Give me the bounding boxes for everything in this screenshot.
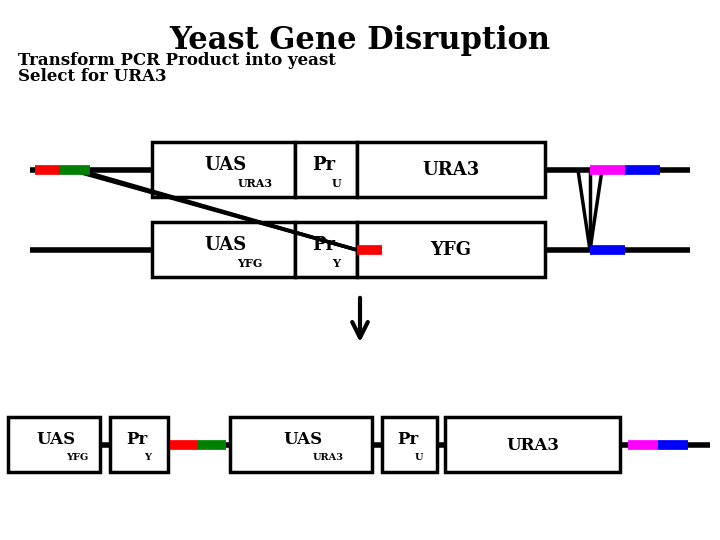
Text: Transform PCR Product into yeast: Transform PCR Product into yeast — [18, 52, 336, 69]
Text: URA3: URA3 — [423, 161, 480, 179]
Text: UAS: UAS — [37, 431, 76, 449]
Text: UAS: UAS — [284, 431, 323, 449]
Text: U: U — [415, 453, 423, 462]
Text: Pr: Pr — [127, 431, 148, 449]
Bar — [295, 142, 357, 197]
Bar — [152, 222, 295, 277]
Bar — [445, 417, 620, 472]
Bar — [357, 142, 545, 197]
Text: YFG: YFG — [66, 453, 89, 462]
Bar — [110, 417, 168, 472]
Text: YFG: YFG — [431, 241, 472, 259]
Text: YFG: YFG — [238, 258, 263, 269]
Bar — [152, 142, 295, 197]
Bar — [8, 417, 100, 472]
Text: URA3: URA3 — [238, 178, 273, 189]
Bar — [382, 417, 437, 472]
Text: U: U — [332, 178, 341, 189]
Text: URA3: URA3 — [313, 453, 344, 462]
Text: URA3: URA3 — [506, 436, 559, 454]
Text: Y: Y — [332, 258, 340, 269]
Text: Yeast Gene Disruption: Yeast Gene Disruption — [169, 25, 551, 56]
Text: UAS: UAS — [204, 236, 247, 254]
Text: Y: Y — [144, 453, 151, 462]
Text: Pr: Pr — [312, 156, 336, 174]
Bar — [295, 222, 357, 277]
Text: UAS: UAS — [204, 156, 247, 174]
Bar — [230, 417, 372, 472]
Bar — [357, 222, 545, 277]
Text: Pr: Pr — [312, 236, 336, 254]
Text: Pr: Pr — [397, 431, 418, 449]
Text: Select for URA3: Select for URA3 — [18, 68, 166, 85]
